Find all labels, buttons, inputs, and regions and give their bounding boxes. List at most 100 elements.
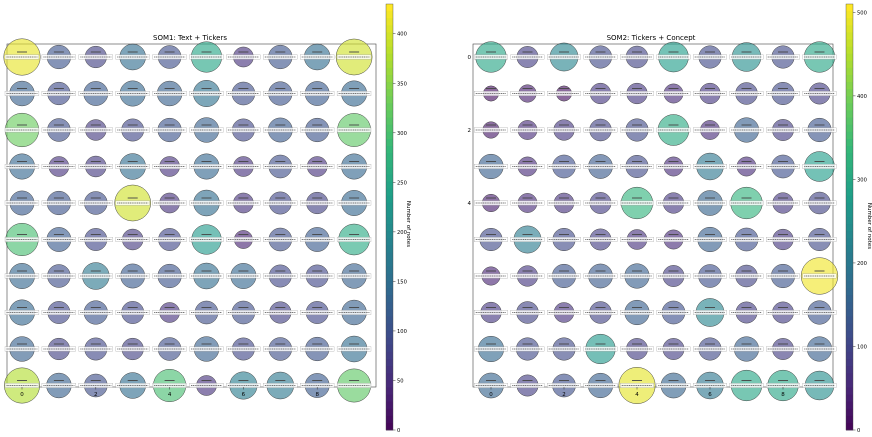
- colorbar-gradient-segment: [386, 195, 393, 204]
- colorbar-gradient-segment: [846, 195, 853, 204]
- x-tick-label: 0: [20, 392, 24, 398]
- colorbar-gradient-segment: [386, 167, 393, 175]
- colorbar-gradient-segment: [846, 4, 853, 12]
- som2-colorbar-label: Number of notes: [866, 203, 872, 249]
- colorbar-gradient-segment: [846, 387, 853, 395]
- colorbar-gradient-segment: [846, 75, 853, 83]
- colorbar-gradient-segment: [846, 401, 853, 410]
- x-tick-label: 8: [315, 392, 319, 398]
- colorbar-gradient-segment: [386, 245, 393, 253]
- colorbar-gradient-segment: [846, 366, 853, 374]
- colorbar-gradient-segment: [386, 174, 393, 182]
- colorbar-gradient-segment: [386, 46, 393, 55]
- colorbar-gradient-segment: [846, 217, 853, 225]
- x-tick-label: 8: [781, 392, 785, 398]
- colorbar-gradient-segment: [846, 160, 853, 168]
- colorbar-gradient-segment: [386, 39, 393, 47]
- colorbar-tick-label: 100: [397, 329, 407, 335]
- colorbar-gradient-segment: [386, 117, 393, 126]
- colorbar-gradient-segment: [386, 295, 393, 303]
- colorbar-gradient-segment: [846, 309, 853, 317]
- colorbar-gradient-segment: [846, 124, 853, 133]
- colorbar-gradient-segment: [386, 259, 393, 268]
- y-tick-label: 2: [468, 128, 472, 134]
- colorbar-gradient-segment: [846, 96, 853, 104]
- colorbar-gradient-segment: [386, 373, 393, 381]
- colorbar-gradient-segment: [386, 323, 393, 331]
- colorbar-gradient-segment: [846, 295, 853, 303]
- colorbar-gradient-segment: [846, 422, 853, 431]
- colorbar-gradient-segment: [386, 302, 393, 310]
- colorbar-gradient-segment: [386, 359, 393, 367]
- colorbar-gradient-segment: [386, 160, 393, 168]
- som2-node-layer: [474, 41, 839, 404]
- colorbar-gradient-segment: [846, 302, 853, 310]
- colorbar-gradient-segment: [846, 167, 853, 175]
- colorbar-gradient-segment: [386, 188, 393, 197]
- x-tick-label: 6: [242, 392, 246, 398]
- x-tick-label: 2: [562, 392, 566, 398]
- colorbar-gradient-segment: [386, 181, 393, 189]
- colorbar-gradient-segment: [386, 280, 393, 289]
- colorbar-gradient-segment: [386, 138, 393, 147]
- colorbar-gradient-segment: [846, 117, 853, 126]
- colorbar-gradient-segment: [846, 209, 853, 218]
- colorbar-gradient-segment: [386, 4, 393, 12]
- colorbar-gradient-segment: [386, 273, 393, 282]
- colorbar-gradient-segment: [386, 103, 393, 111]
- colorbar-gradient-segment: [386, 153, 393, 161]
- colorbar-gradient-segment: [846, 408, 853, 417]
- colorbar-gradient-segment: [846, 18, 853, 26]
- colorbar-gradient-segment: [386, 266, 393, 275]
- colorbar-tick-label: 300: [397, 131, 407, 137]
- colorbar-gradient-segment: [846, 323, 853, 331]
- colorbar-gradient-segment: [386, 124, 393, 133]
- colorbar-gradient-segment: [386, 96, 393, 104]
- colorbar-gradient-segment: [386, 380, 393, 388]
- colorbar-gradient-segment: [846, 181, 853, 189]
- colorbar-tick-label: 350: [397, 81, 407, 87]
- colorbar-gradient-segment: [846, 138, 853, 147]
- colorbar-gradient-segment: [386, 316, 393, 324]
- colorbar-gradient-segment: [846, 32, 853, 40]
- colorbar-gradient-segment: [386, 82, 393, 90]
- colorbar-gradient-segment: [846, 39, 853, 47]
- colorbar-gradient-segment: [846, 110, 853, 118]
- colorbar-gradient-segment: [846, 288, 853, 296]
- colorbar-gradient-segment: [846, 146, 853, 154]
- colorbar-gradient-segment: [846, 359, 853, 367]
- colorbar-gradient-segment: [846, 60, 853, 69]
- x-tick-label: 0: [489, 392, 493, 398]
- colorbar-gradient-segment: [846, 344, 853, 353]
- colorbar-gradient-segment: [846, 330, 853, 339]
- colorbar-gradient-segment: [386, 415, 393, 424]
- colorbar-frame: [845, 3, 854, 431]
- colorbar-gradient-segment: [386, 60, 393, 69]
- colorbar-gradient-segment: [846, 351, 853, 360]
- colorbar-gradient-segment: [386, 366, 393, 374]
- colorbar-gradient-segment: [386, 89, 393, 97]
- colorbar-gradient-segment: [846, 11, 853, 19]
- colorbar-gradient-segment: [846, 280, 853, 289]
- colorbar-tick-label: 400: [397, 32, 407, 38]
- colorbar-tick-label: 0: [857, 428, 860, 434]
- colorbar-tick-label: 500: [857, 10, 867, 16]
- colorbar-gradient-segment: [846, 89, 853, 97]
- colorbar-gradient-segment: [386, 330, 393, 339]
- colorbar-gradient-segment: [386, 408, 393, 417]
- colorbar-tick-label: 200: [397, 230, 407, 236]
- colorbar-frame: [385, 3, 394, 431]
- colorbar-gradient-segment: [386, 344, 393, 353]
- som1-colorbar-label: Number of notes: [405, 201, 411, 247]
- colorbar-gradient-segment: [386, 351, 393, 360]
- colorbar-gradient-segment: [386, 18, 393, 26]
- y-tick-label: 0: [468, 55, 472, 61]
- colorbar-gradient-segment: [846, 153, 853, 161]
- colorbar-gradient-segment: [846, 224, 853, 232]
- colorbar-gradient-segment: [386, 337, 393, 346]
- x-tick-label: 6: [708, 392, 712, 398]
- som2-title: SOM2: Tickers + Concept: [607, 34, 696, 42]
- som1-node-layer: [3, 38, 373, 404]
- colorbar-gradient-segment: [386, 217, 393, 225]
- colorbar-gradient-segment: [846, 380, 853, 388]
